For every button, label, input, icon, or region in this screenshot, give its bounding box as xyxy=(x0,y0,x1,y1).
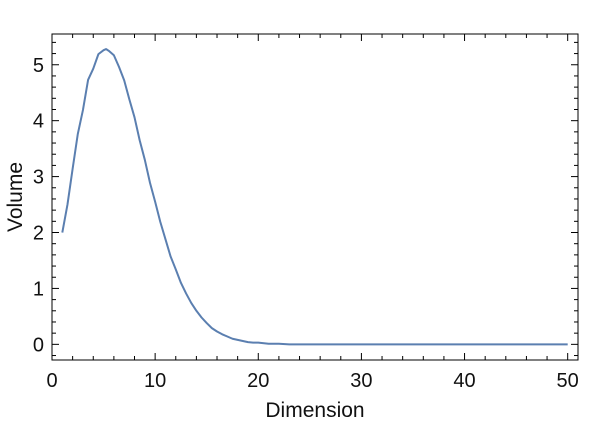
x-axis-title: Dimension xyxy=(265,399,364,422)
y-tick-label: 3 xyxy=(33,167,44,189)
series-line xyxy=(61,48,568,346)
tick-labels: 0 10 20 30 40 50 0 1 2 3 4 5 xyxy=(33,55,579,392)
plot-frame xyxy=(51,33,579,361)
series-layer xyxy=(61,48,568,346)
y-tick-label: 1 xyxy=(33,278,44,300)
y-axis-title: Volume xyxy=(4,162,27,232)
x-tick-label: 40 xyxy=(453,370,475,392)
y-tick-label: 4 xyxy=(33,111,44,133)
x-tick-label: 20 xyxy=(247,370,269,392)
y-tick-label: 2 xyxy=(33,223,44,245)
y-tick-label: 5 xyxy=(33,55,44,77)
x-tick-label: 30 xyxy=(350,370,372,392)
y-tick-label: 0 xyxy=(33,334,44,356)
x-tick-label: 0 xyxy=(46,370,57,392)
frame-ticks xyxy=(51,34,578,360)
x-tick-label: 50 xyxy=(557,370,579,392)
x-tick-label: 10 xyxy=(144,370,166,392)
